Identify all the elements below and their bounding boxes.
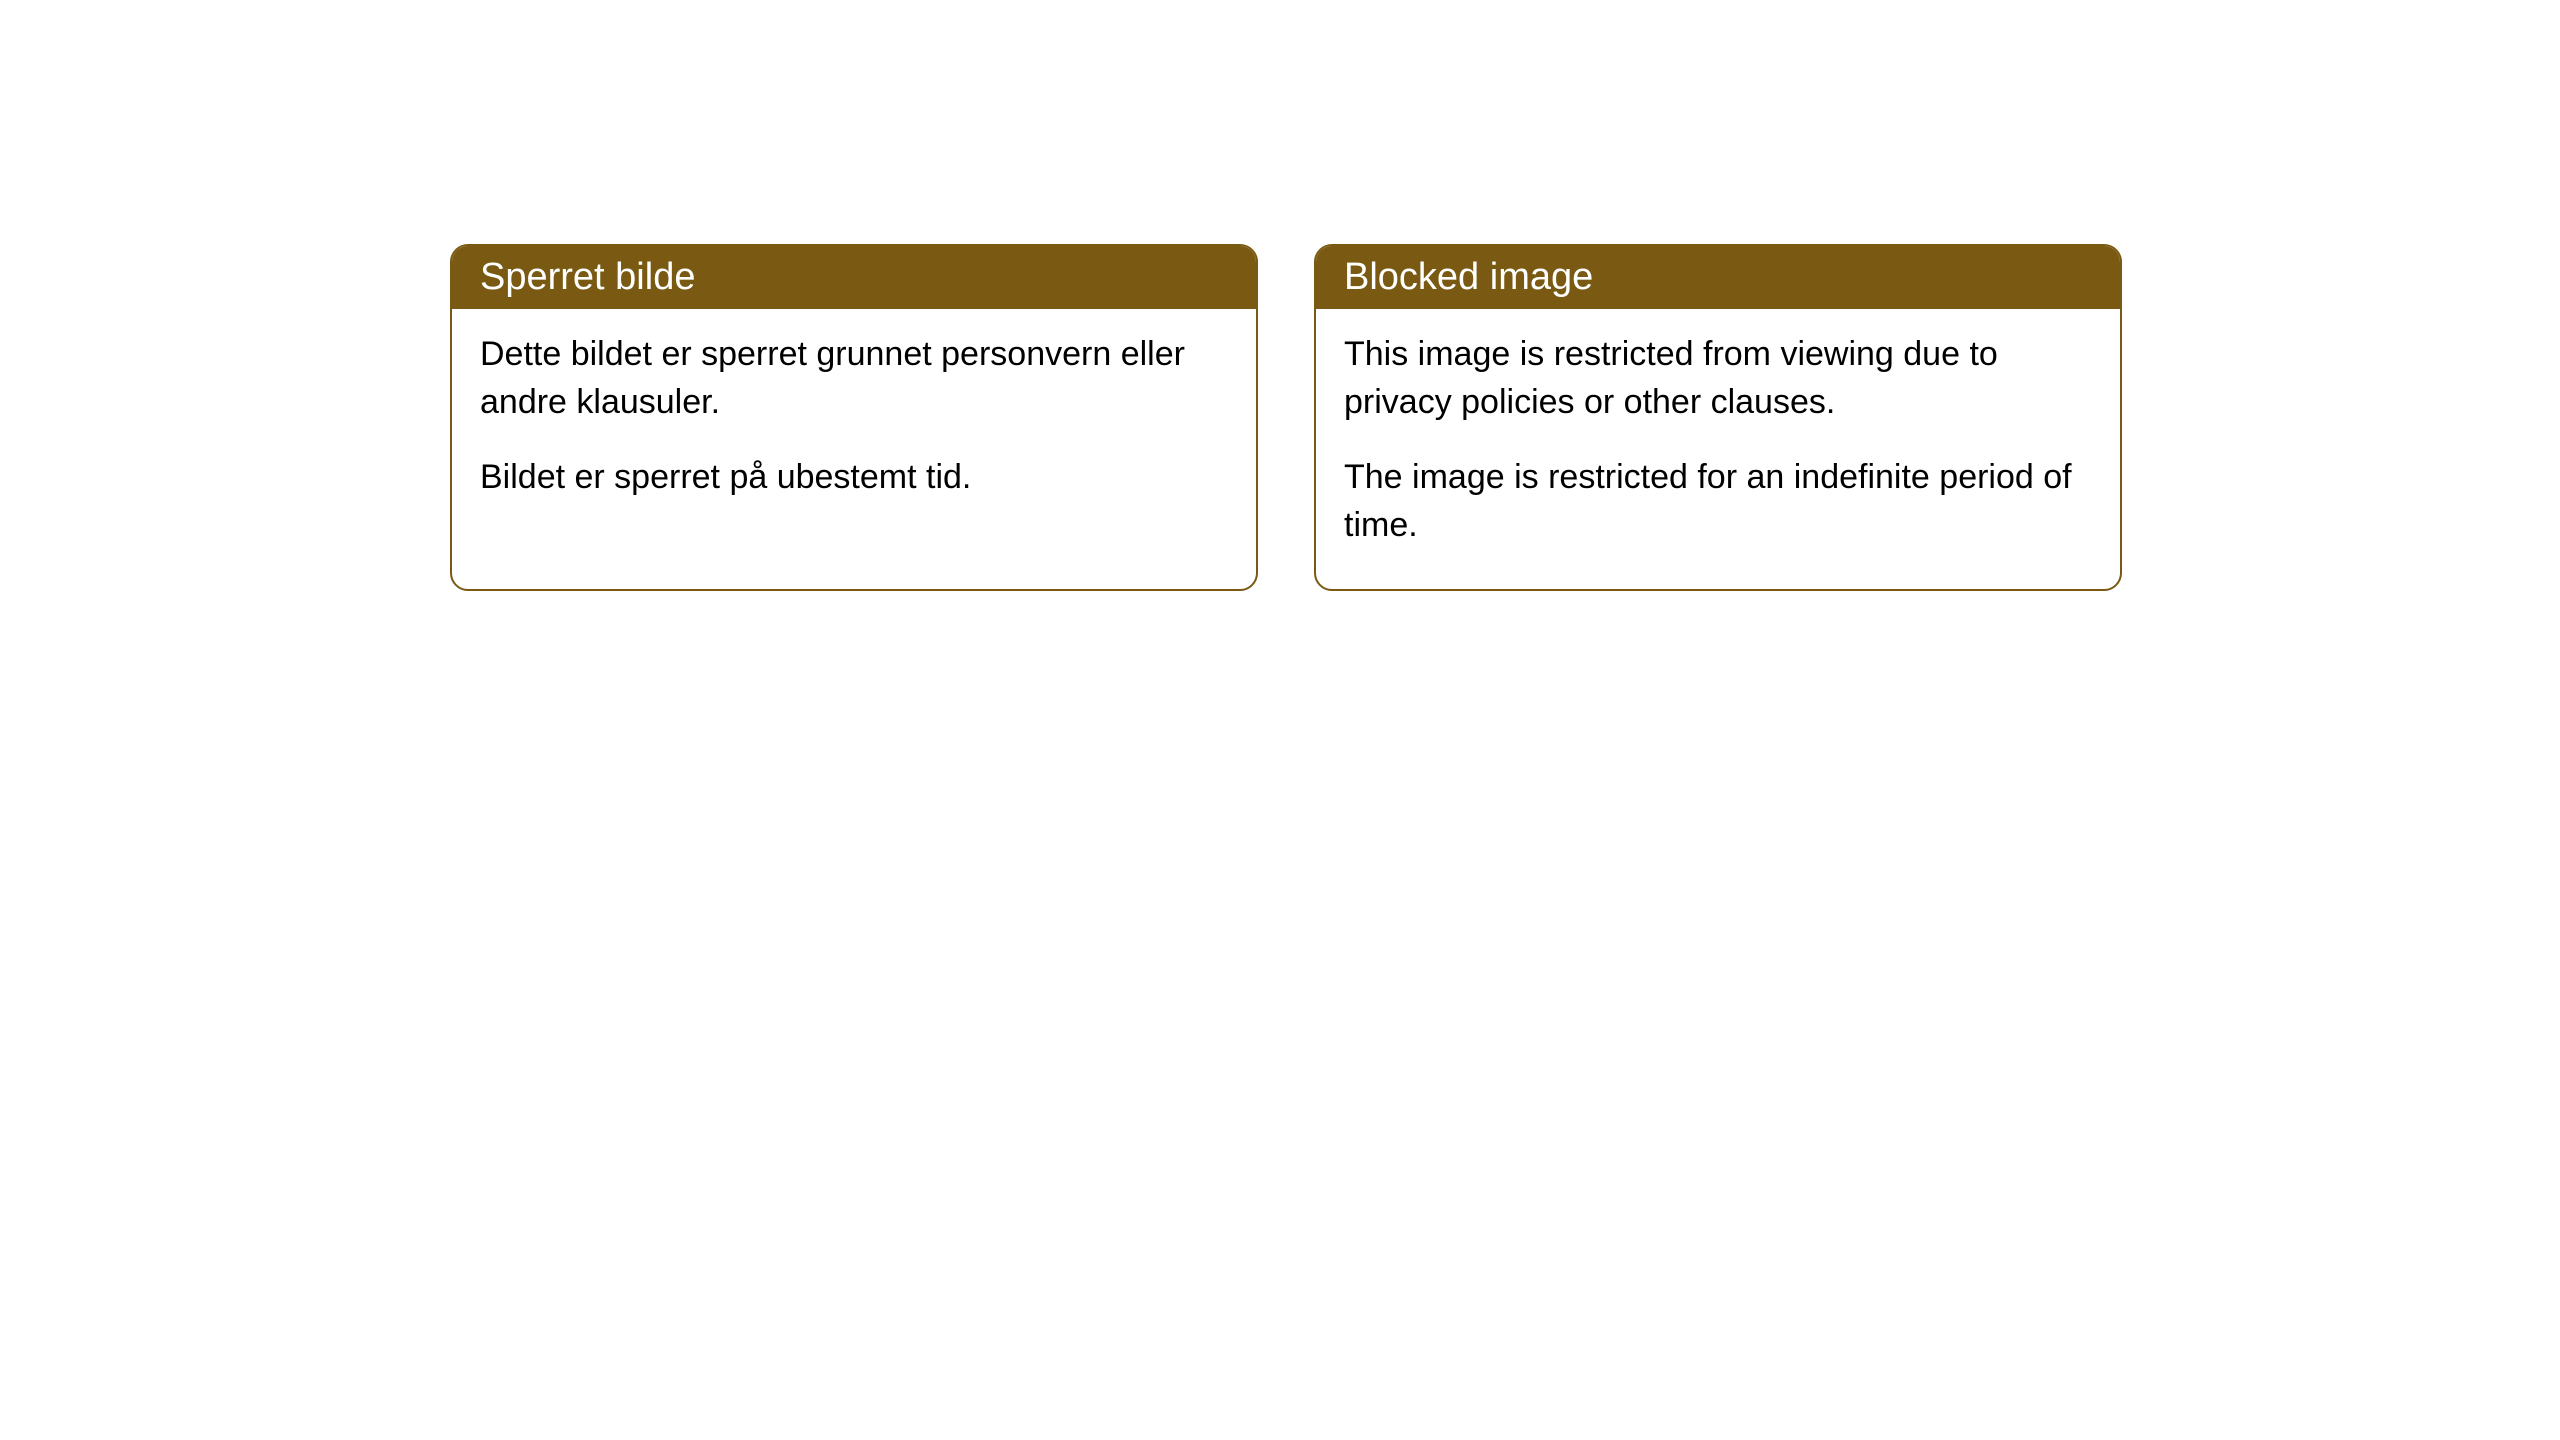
blocked-image-card-english: Blocked image This image is restricted f…	[1314, 244, 2122, 591]
card-paragraph-1-english: This image is restricted from viewing du…	[1344, 331, 2092, 426]
card-body-english: This image is restricted from viewing du…	[1316, 309, 2120, 589]
card-header-norwegian: Sperret bilde	[452, 246, 1256, 309]
card-header-english: Blocked image	[1316, 246, 2120, 309]
card-body-norwegian: Dette bildet er sperret grunnet personve…	[452, 309, 1256, 542]
card-paragraph-2-english: The image is restricted for an indefinit…	[1344, 454, 2092, 549]
card-paragraph-2-norwegian: Bildet er sperret på ubestemt tid.	[480, 454, 1228, 502]
card-paragraph-1-norwegian: Dette bildet er sperret grunnet personve…	[480, 331, 1228, 426]
blocked-image-card-norwegian: Sperret bilde Dette bildet er sperret gr…	[450, 244, 1258, 591]
cards-container: Sperret bilde Dette bildet er sperret gr…	[0, 0, 2560, 591]
